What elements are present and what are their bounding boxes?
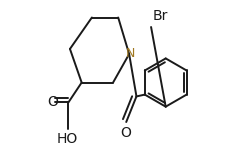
Text: HO: HO <box>56 132 77 146</box>
Text: O: O <box>47 95 58 109</box>
Text: N: N <box>125 47 134 60</box>
Text: O: O <box>120 126 130 140</box>
Text: Br: Br <box>152 9 167 23</box>
